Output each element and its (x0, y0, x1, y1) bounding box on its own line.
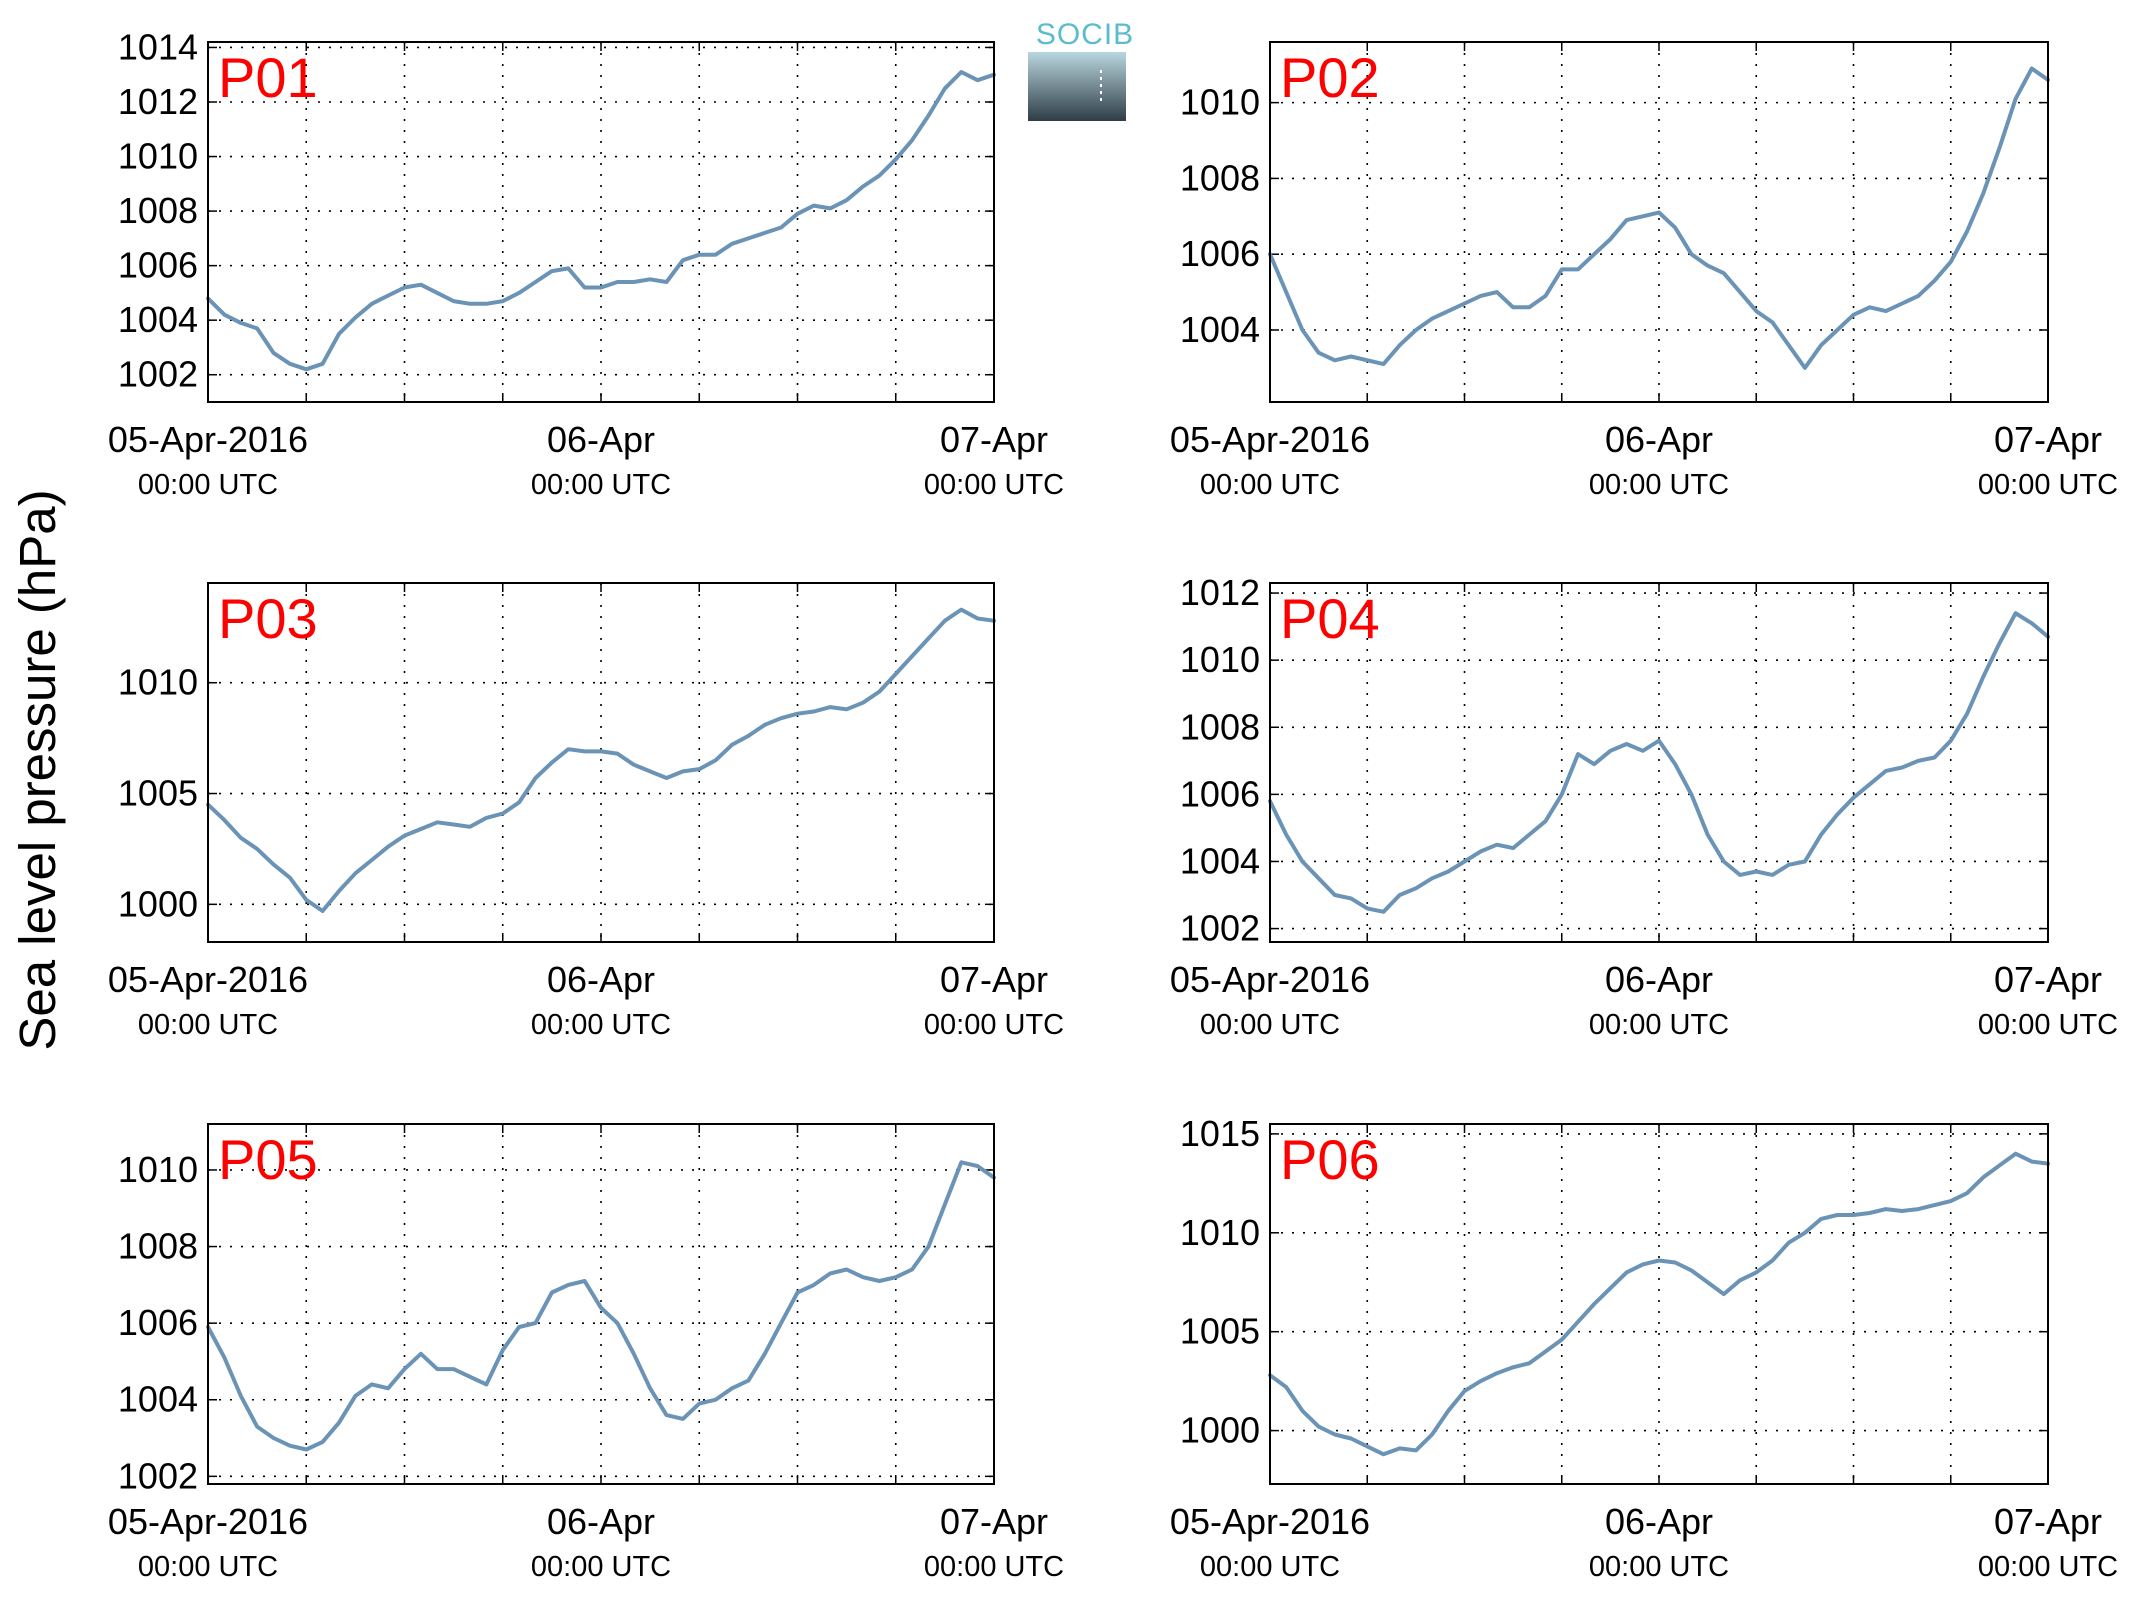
y-tick-label: 1004 (118, 299, 198, 340)
y-tick-label: 1012 (118, 81, 198, 122)
x-tick-label-date: 05-Apr-2016 (1170, 1501, 1370, 1542)
axes-frame (207, 41, 995, 403)
x-tick-label-time: 00:00 UTC (138, 1009, 278, 1041)
socib-logo-text: SOCIB (1036, 18, 1134, 51)
x-tick-label-date: 06-Apr (1605, 419, 1713, 460)
y-axis-label: Sea level pressure (hPa) (9, 489, 66, 1050)
y-tick-label: 1008 (1180, 706, 1260, 747)
y-tick-label: 1002 (118, 354, 198, 395)
socib-logo-mark (1028, 52, 1126, 121)
y-tick-label: 1002 (118, 1455, 198, 1496)
x-tick-label-time: 00:00 UTC (531, 469, 671, 501)
x-tick-label-date: 06-Apr (547, 1501, 655, 1542)
x-tick-label-date: 05-Apr-2016 (1170, 959, 1370, 1000)
x-tick-label-date: 07-Apr (940, 959, 1048, 1000)
x-tick-label-date: 07-Apr (1994, 959, 2102, 1000)
y-tick-label: 1005 (118, 773, 198, 814)
y-tick-label: 1002 (1180, 908, 1260, 949)
x-tick-label-time: 00:00 UTC (1200, 1009, 1340, 1041)
y-tick-label: 1012 (1180, 572, 1260, 613)
x-tick-label-time: 00:00 UTC (1589, 1551, 1729, 1583)
panel-p01: 1002 1004 1006 1008 1010 1012 1014 05-Apr-2016 0… (108, 26, 1064, 501)
y-tick-label: 1010 (1180, 639, 1260, 680)
axes-frame (1269, 1123, 2049, 1485)
y-tick-label: 1010 (118, 136, 198, 177)
panel-p02: 1004 1006 1008 1010 05-Apr-2016 00:00 UTC 06-A… (1170, 41, 2118, 501)
axes-frame (207, 582, 995, 943)
x-tick-label-time: 00:00 UTC (531, 1009, 671, 1041)
x-tick-label-date: 07-Apr (1994, 1501, 2102, 1542)
y-tick-label: 1014 (118, 26, 198, 67)
panel-p03: 1000 1005 1010 05-Apr-2016 00:00 UTC 06-Apr 00… (108, 582, 1064, 1041)
y-tick-label: 1000 (1180, 1410, 1260, 1451)
x-tick-label-date: 06-Apr (547, 959, 655, 1000)
axes-frame (1269, 582, 2049, 943)
y-tick-label: 1006 (118, 245, 198, 286)
panel-p05: 1002 1004 1006 1008 1010 05-Apr-2016 00:00 UTC… (108, 1123, 1064, 1583)
x-tick-label-time: 00:00 UTC (1978, 1551, 2118, 1583)
y-tick-label: 1005 (1180, 1311, 1260, 1352)
x-tick-label-time: 00:00 UTC (138, 1551, 278, 1583)
series-line (206, 1160, 996, 1452)
panels: 1002 1004 1006 1008 1010 1012 1014 05-Apr-2016 0… (108, 26, 2118, 1583)
x-tick-label-time: 00:00 UTC (924, 1551, 1064, 1583)
x-tick-label-date: 06-Apr (1605, 1501, 1713, 1542)
panel-label: P05 (218, 1128, 318, 1191)
x-tick-label-date: 05-Apr-2016 (108, 959, 308, 1000)
y-tick-label: 1000 (118, 883, 198, 924)
x-tick-label-date: 07-Apr (1994, 419, 2102, 460)
x-tick-label-date: 07-Apr (940, 1501, 1048, 1542)
x-tick-label-time: 00:00 UTC (138, 469, 278, 501)
x-tick-label-date: 07-Apr (940, 419, 1048, 460)
x-tick-label-date: 05-Apr-2016 (108, 419, 308, 460)
panel-p04: 1002 1004 1006 1008 1010 1012 05-Apr-2016 00:00… (1170, 572, 2118, 1041)
y-tick-label: 1006 (1180, 773, 1260, 814)
x-tick-label-time: 00:00 UTC (1978, 469, 2118, 501)
y-tick-label: 1008 (118, 190, 198, 231)
series-line (1268, 66, 2050, 370)
y-tick-label: 1008 (118, 1226, 198, 1267)
x-tick-label-date: 06-Apr (547, 419, 655, 460)
x-tick-label-date: 05-Apr-2016 (108, 1501, 308, 1542)
y-tick-label: 1004 (1180, 309, 1260, 350)
x-tick-label-date: 06-Apr (1605, 959, 1713, 1000)
x-tick-label-time: 00:00 UTC (1200, 1551, 1340, 1583)
y-tick-label: 1010 (118, 662, 198, 703)
y-tick-label: 1004 (1180, 840, 1260, 881)
panel-label: P02 (1280, 46, 1380, 109)
panel-label: P01 (218, 46, 318, 109)
panel-label: P04 (1280, 587, 1380, 650)
y-tick-label: 1010 (118, 1149, 198, 1190)
series-line (1268, 611, 2050, 914)
y-tick-label: 1010 (1180, 1212, 1260, 1253)
panel-p06: 1000 1005 1010 1015 05-Apr-2016 00:00 UTC 06-A… (1170, 1113, 2118, 1583)
y-tick-label: 1015 (1180, 1113, 1260, 1154)
panel-label: P06 (1280, 1128, 1380, 1191)
x-tick-label-time: 00:00 UTC (1200, 469, 1340, 501)
series-line (1268, 1151, 2050, 1457)
series-line (206, 607, 996, 913)
x-tick-label-time: 00:00 UTC (1589, 469, 1729, 501)
axes-frame (207, 1123, 995, 1485)
x-tick-label-time: 00:00 UTC (924, 1009, 1064, 1041)
y-tick-label: 1006 (1180, 233, 1260, 274)
x-tick-label-time: 00:00 UTC (531, 1551, 671, 1583)
x-tick-label-time: 00:00 UTC (1978, 1009, 2118, 1041)
y-tick-label: 1008 (1180, 157, 1260, 198)
axes-frame (1269, 41, 2049, 403)
panel-label: P03 (218, 587, 318, 650)
y-tick-label: 1006 (118, 1302, 198, 1343)
x-tick-label-time: 00:00 UTC (1589, 1009, 1729, 1041)
series-line (206, 70, 996, 372)
y-tick-label: 1010 (1180, 82, 1260, 123)
x-tick-label-time: 00:00 UTC (924, 469, 1064, 501)
x-tick-label-date: 05-Apr-2016 (1170, 419, 1370, 460)
y-tick-label: 1004 (118, 1379, 198, 1420)
socib-logo: SOCIB (1028, 18, 1134, 121)
